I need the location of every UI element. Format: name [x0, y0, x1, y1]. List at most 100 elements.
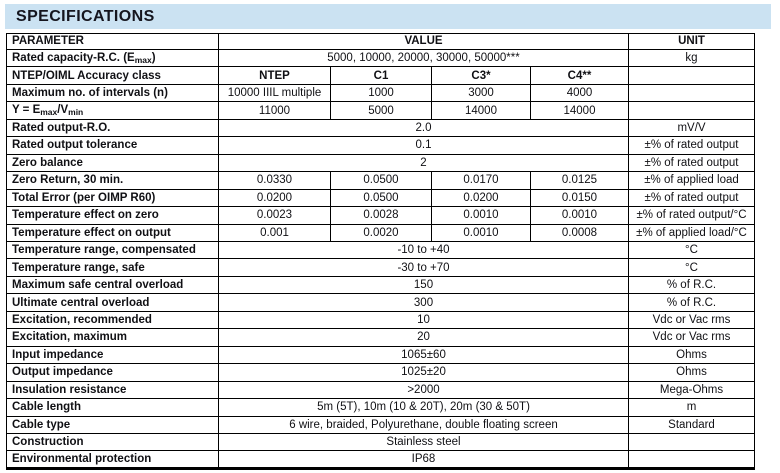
param-cell: Zero balance: [6, 153, 219, 173]
unit-cell: [628, 450, 755, 470]
unit-cell: ±% of applied load/°C: [628, 223, 755, 242]
unit-cell: ±% of rated output: [628, 153, 755, 173]
unit-cell: m: [628, 398, 755, 417]
value-cell: 10000 IIIL multiple: [218, 83, 331, 103]
table-row: Ultimate central overload 300% of R.C.: [6, 293, 755, 312]
param-cell: Excitation, maximum: [6, 328, 219, 347]
table-body: Rated capacity-R.C. (Emax) 5000, 10000, 2…: [6, 48, 755, 470]
param-cell: Rated capacity-R.C. (Emax): [6, 48, 219, 68]
value-cell: 4000: [530, 83, 629, 103]
table-row: Temperature effect on output 0.001 0.0020 0…: [6, 223, 755, 242]
unit-cell: % of R.C.: [628, 275, 755, 295]
value-cell: 0.0500: [330, 171, 432, 190]
value-cell: 0.0150: [530, 188, 629, 208]
value-cell: 2.0: [218, 118, 629, 138]
value-cell: -10 to +40: [218, 240, 629, 260]
table-row: Maximum no. of intervals (n) 10000 IIIL m…: [6, 83, 755, 103]
param-cell: Rated output tolerance: [6, 136, 219, 155]
value-cell: 0.0330: [218, 171, 331, 190]
table-row: Total Error (per OIMP R60) 0.0200 0.0500 0.…: [6, 188, 755, 208]
table-row: Cable length 5m (5T), 10m (10 & 20T), 20m…: [6, 398, 755, 417]
unit-cell: °C: [628, 258, 755, 277]
unit-cell: mV/V: [628, 118, 755, 138]
table-row: Construction Stainless steel: [6, 432, 755, 452]
value-cell: 5m (5T), 10m (10 & 20T), 20m (30 & 50T): [218, 398, 629, 417]
value-cell: Stainless steel: [218, 432, 629, 452]
param-cell: Maximum no. of intervals (n): [6, 83, 219, 103]
table-row: Maximum safe central overload 150% of R.C…: [6, 275, 755, 295]
table-row: Temperature effect on zero 0.0023 0.0028 0.…: [6, 206, 755, 225]
param-cell: Total Error (per OIMP R60): [6, 188, 219, 208]
unit-cell: Vdc or Vac rms: [628, 310, 755, 330]
param-cell: Excitation, recommended: [6, 310, 219, 330]
value-cell: 1000: [330, 83, 432, 103]
page-title: SPECIFICATIONS: [16, 7, 155, 25]
value-cell: 3000: [431, 83, 531, 103]
value-cell: 5000: [330, 101, 432, 120]
table-row: Y = Emax/Vmin 11000 5000 14000 14000: [6, 101, 755, 120]
unit-cell: % of R.C.: [628, 293, 755, 312]
value-cell: 0.001: [218, 223, 331, 242]
unit-cell: Mega-Ohms: [628, 380, 755, 400]
table-row: Zero balance 2 ±% of rated output: [6, 153, 755, 173]
table-row: Environmental protection IP68: [6, 450, 755, 470]
param-cell: Maximum safe central overload: [6, 275, 219, 295]
table-row: Cable type 6 wire, braided, Polyurethane,…: [6, 415, 755, 434]
value-cell: 0.0010: [431, 206, 531, 225]
param-cell: Temperature effect on zero: [6, 206, 219, 225]
value-cell: 0.0125: [530, 171, 629, 190]
param-cell: Cable length: [6, 398, 219, 417]
unit-cell: Ohms: [628, 363, 755, 382]
table-row: Rated output-R.O. 2.0 mV/V: [6, 118, 755, 138]
value-cell: 150: [218, 275, 629, 295]
param-cell: Input impedance: [6, 345, 219, 365]
param-cell: Insulation resistance: [6, 380, 219, 400]
value-cell: 1025±20: [218, 363, 629, 382]
table-row: Input impedance 1065±60 Ohms: [6, 345, 755, 365]
value-cell: C3*: [431, 66, 531, 85]
unit-cell: Vdc or Vac rms: [628, 328, 755, 347]
unit-cell: Ohms: [628, 345, 755, 365]
table-row: Output impedance 1025±20 Ohms: [6, 363, 755, 382]
value-cell: 10: [218, 310, 629, 330]
value-cell: 0.0010: [530, 206, 629, 225]
unit-cell: [628, 432, 755, 452]
unit-cell: Standard: [628, 415, 755, 434]
param-cell: Rated output-R.O.: [6, 118, 219, 138]
table-row: Excitation, recommended 10 Vdc or Vac rms: [6, 310, 755, 330]
value-cell: 1065±60: [218, 345, 629, 365]
param-cell: Zero Return, 30 min.: [6, 171, 219, 190]
value-cell: 20: [218, 328, 629, 347]
value-cell: 0.0028: [330, 206, 432, 225]
param-cell: Y = Emax/Vmin: [6, 101, 219, 120]
table-row: Temperature range, safe -30 to +70 °C: [6, 258, 755, 277]
value-cell: 11000: [218, 101, 331, 120]
header-unit: UNIT: [628, 33, 755, 50]
value-cell: 0.0010: [431, 223, 531, 242]
section-title-bar: SPECIFICATIONS: [5, 4, 771, 29]
table-row: Temperature range, compensated -10 to +40…: [6, 240, 755, 260]
param-cell: Construction: [6, 432, 219, 452]
unit-cell: °C: [628, 240, 755, 260]
header-parameter: PARAMETER: [6, 33, 219, 50]
param-cell: Temperature range, safe: [6, 258, 219, 277]
value-cell: 0.0170: [431, 171, 531, 190]
value-cell: 2: [218, 153, 629, 173]
unit-cell: ±% of rated output: [628, 136, 755, 155]
unit-cell: ±% of rated output: [628, 188, 755, 208]
value-cell: 0.1: [218, 136, 629, 155]
value-cell: 0.0500: [330, 188, 432, 208]
value-cell: IP68: [218, 450, 629, 470]
value-cell: 0.0023: [218, 206, 331, 225]
unit-cell: [628, 83, 755, 103]
unit-cell: kg: [628, 48, 755, 68]
specifications-table: PARAMETER VALUE UNIT Rated capacity-R.C.…: [6, 33, 755, 470]
value-cell: 0.0200: [218, 188, 331, 208]
param-cell: Output impedance: [6, 363, 219, 382]
value-cell: 0.0200: [431, 188, 531, 208]
unit-cell: [628, 101, 755, 120]
unit-cell: ±% of applied load: [628, 171, 755, 190]
table-header-row: PARAMETER VALUE UNIT: [6, 33, 755, 50]
unit-cell: ±% of rated output/°C: [628, 206, 755, 225]
